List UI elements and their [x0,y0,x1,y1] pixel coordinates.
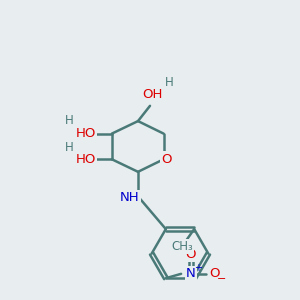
Text: H: H [165,76,173,89]
Text: HO: HO [75,127,96,140]
Text: H: H [65,141,74,154]
Text: HO: HO [75,153,96,166]
Text: −: − [217,274,227,284]
Text: O: O [210,267,220,280]
Text: +: + [194,263,202,273]
Text: N: N [186,267,196,280]
Text: CH₃: CH₃ [171,240,193,253]
Text: OH: OH [142,88,163,101]
Text: NH: NH [119,191,139,204]
Text: H: H [65,113,74,127]
Text: O: O [162,153,172,166]
Text: O: O [186,248,196,261]
